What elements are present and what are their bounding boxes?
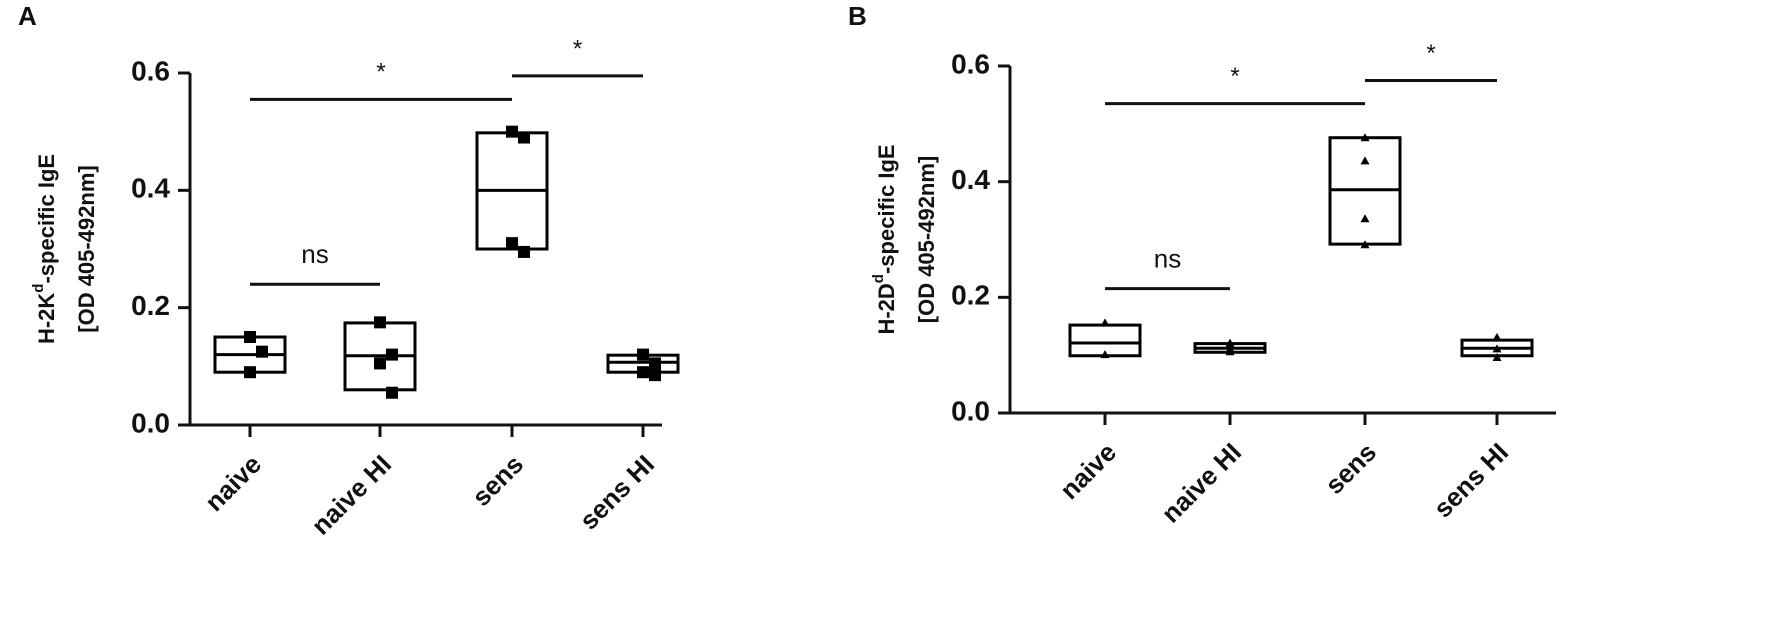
point	[1360, 156, 1370, 165]
significance-label: *	[573, 35, 582, 62]
y-tick-label: 0.0	[131, 407, 170, 438]
point	[1492, 332, 1502, 341]
y-tick-label: 0.6	[131, 55, 170, 86]
x-tick-label: naive	[1054, 437, 1122, 505]
significance-label: *	[1426, 40, 1435, 67]
y-axis-label-part: H-2K	[34, 293, 59, 344]
y-axis-label-part: [OD 405-492nm]	[914, 156, 939, 324]
y-axis-label: [OD 405-492nm]	[74, 165, 99, 333]
panel-label: B	[848, 1, 867, 31]
point	[386, 386, 398, 399]
point	[244, 366, 256, 379]
point	[506, 237, 518, 250]
point	[386, 348, 398, 361]
y-axis-label-sup: d	[30, 284, 47, 293]
point	[1360, 240, 1370, 249]
point	[637, 348, 649, 361]
point	[256, 345, 268, 358]
y-axis-label-part: -specific IgE	[874, 144, 899, 274]
y-axis-label: H-2Dd-specific IgE	[870, 144, 899, 334]
point	[1492, 353, 1502, 362]
point	[637, 366, 649, 379]
x-tick-label: sens	[466, 449, 529, 512]
point	[1225, 347, 1235, 356]
significance-label: ns	[301, 239, 328, 269]
y-tick-label: 0.6	[951, 48, 990, 79]
x-tick-label: sens HI	[573, 449, 660, 536]
x-tick-label: naive HI	[305, 449, 397, 541]
point	[649, 369, 661, 382]
y-tick-label: 0.2	[131, 290, 170, 321]
point	[506, 125, 518, 138]
significance-label: *	[376, 59, 385, 86]
point	[518, 131, 530, 144]
y-axis-label-part: [OD 405-492nm]	[74, 165, 99, 333]
x-tick-label: naive HI	[1155, 437, 1247, 529]
y-axis-label: H-2Kd-specific IgE	[30, 154, 59, 344]
y-axis-label-part: H-2D	[874, 283, 899, 334]
x-tick-label: sens HI	[1427, 437, 1514, 524]
point	[374, 357, 386, 370]
panel-label: A	[18, 1, 37, 31]
y-tick-label: 0.0	[951, 395, 990, 426]
point	[374, 316, 386, 329]
y-tick-label: 0.2	[951, 280, 990, 311]
x-tick-label: sens	[1319, 437, 1382, 500]
point	[1492, 344, 1502, 353]
point	[1100, 350, 1110, 359]
y-axis-label-part: -specific IgE	[34, 154, 59, 284]
significance-label: *	[1230, 63, 1239, 90]
y-tick-label: 0.4	[951, 164, 990, 195]
point	[1360, 133, 1370, 142]
y-tick-label: 0.4	[131, 173, 170, 204]
point	[649, 357, 661, 370]
significance-label: ns	[1154, 244, 1181, 274]
y-axis-label-sup: d	[870, 274, 887, 283]
point	[244, 331, 256, 343]
y-axis-label: [OD 405-492nm]	[914, 156, 939, 324]
x-tick-label: naive	[199, 449, 267, 517]
point	[1100, 318, 1110, 327]
point	[518, 245, 530, 258]
point	[1360, 214, 1370, 223]
